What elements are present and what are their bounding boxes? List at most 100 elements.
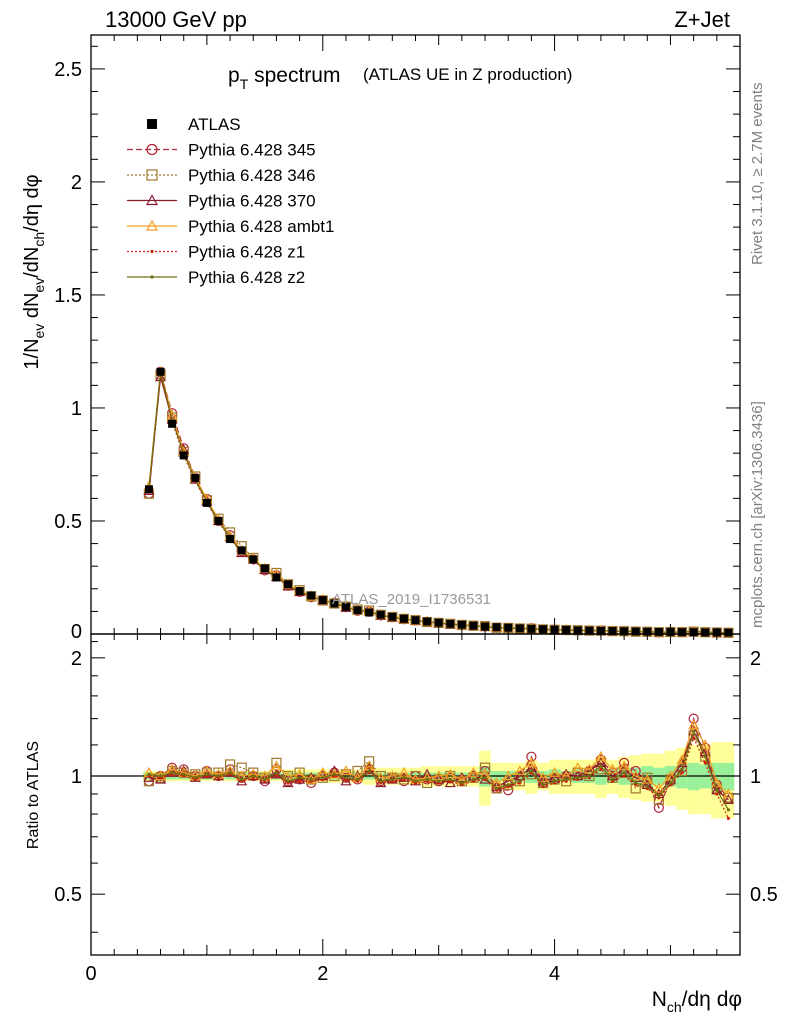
ratio-series-marker xyxy=(155,773,167,784)
ratio-series-marker xyxy=(375,777,387,788)
plot-title: pT spectrum xyxy=(228,64,340,92)
ratio-series-marker xyxy=(274,774,279,778)
ratio-series-marker xyxy=(398,771,410,782)
ratio-series-marker xyxy=(158,774,163,778)
ratio-series-marker xyxy=(155,772,166,783)
ratio-series-marker xyxy=(402,776,406,780)
series-marker xyxy=(155,371,167,382)
ratio-series-marker xyxy=(216,774,221,778)
ratio-series-marker xyxy=(298,776,302,780)
ratio-series-marker xyxy=(321,776,325,780)
data-point xyxy=(631,627,640,636)
ratio-series-marker xyxy=(182,772,186,776)
ratio-series-marker xyxy=(491,783,502,794)
ratio-series-marker xyxy=(653,802,664,813)
ratio-series-marker xyxy=(599,764,603,768)
legend-label: Pythia 6.428 345 xyxy=(188,141,316,160)
plot-subtitle: (ATLAS UE in Z production) xyxy=(363,65,572,84)
ratio-series-marker xyxy=(332,772,336,776)
legend-item-atlas: ATLAS xyxy=(147,115,241,134)
ratio-series-marker xyxy=(247,770,259,781)
data-point xyxy=(504,623,513,632)
ratio-series-marker xyxy=(205,772,209,776)
data-point xyxy=(365,608,374,617)
ratio-series-marker xyxy=(668,781,673,785)
legend-label: Pythia 6.428 ambt1 xyxy=(188,217,334,236)
data-point xyxy=(249,555,258,564)
ratio-series-marker xyxy=(228,771,232,775)
data-point xyxy=(260,564,269,573)
data-point xyxy=(330,599,339,608)
ratio-series-marker xyxy=(456,771,468,782)
y-tick-label: 2.5 xyxy=(54,59,82,81)
data-point xyxy=(399,614,408,623)
data-point xyxy=(214,516,223,525)
ratio-series-marker xyxy=(699,739,711,750)
data-point xyxy=(585,626,594,635)
data-point xyxy=(284,580,293,589)
y-tick-label: 0.5 xyxy=(54,511,82,533)
ratio-series-marker xyxy=(703,755,707,759)
legend-label: Pythia 6.428 346 xyxy=(188,166,316,185)
ratio-series-marker xyxy=(587,774,591,778)
ratio-series-marker xyxy=(518,779,522,783)
ratio-series-marker xyxy=(529,769,533,773)
data-point xyxy=(388,612,397,621)
ratio-series-marker xyxy=(467,766,479,777)
data-point xyxy=(202,498,211,507)
legend-item: Pythia 6.428 345 xyxy=(127,141,316,160)
legend-marker xyxy=(147,119,157,129)
legend-marker xyxy=(145,219,159,231)
main-ylabel: 1/Nev dNev/dNch/dη dφ xyxy=(21,174,47,369)
ratio-series-marker xyxy=(664,770,676,781)
ratio-series-line xyxy=(148,736,729,819)
ratio-series-marker xyxy=(610,777,615,782)
x-tick-label: 0 xyxy=(85,963,96,985)
ratio-series-marker xyxy=(552,779,557,783)
data-point xyxy=(608,627,617,636)
ratio-series-marker xyxy=(680,771,684,775)
ratio-series-marker xyxy=(471,777,476,782)
ratio-series-marker xyxy=(722,794,734,804)
y-tick-label: 1.5 xyxy=(54,285,82,307)
ratio-series-marker xyxy=(630,770,642,781)
data-point xyxy=(492,623,501,632)
ratio-series-marker xyxy=(271,757,282,768)
data-point xyxy=(562,625,571,634)
ratio-series-marker xyxy=(514,776,525,787)
ratio-ylabel: Ratio to ATLAS xyxy=(25,741,42,849)
ratio-series-marker xyxy=(170,771,174,775)
ratio-series-marker xyxy=(526,751,537,762)
data-point xyxy=(434,618,443,627)
ratio-series-marker xyxy=(425,777,429,782)
ratio-series-marker xyxy=(692,736,696,740)
ratio-series-marker xyxy=(495,786,499,790)
xlabel: Nch/dη dφ xyxy=(652,988,742,1015)
ratio-series-marker xyxy=(340,775,352,786)
ratio-series-marker xyxy=(286,779,290,783)
data-point xyxy=(272,573,281,582)
data-point xyxy=(341,602,350,611)
ratio-series-marker xyxy=(437,779,441,783)
mcplots-label: mcplots.cern.ch [arXiv:1306.3436] xyxy=(749,401,766,628)
data-point xyxy=(144,485,153,494)
ratio-series-marker xyxy=(583,763,595,774)
ratio-series-marker xyxy=(653,782,665,793)
ratio-series-marker xyxy=(619,757,630,768)
data-point xyxy=(156,367,165,376)
ratio-series-marker xyxy=(344,776,348,780)
legend-label: ATLAS xyxy=(188,115,241,134)
ratio-series-marker xyxy=(448,777,452,782)
legend-item: Pythia 6.428 346 xyxy=(127,166,316,185)
ratio-series-marker xyxy=(715,788,719,792)
x-tick-label: 2 xyxy=(317,963,328,985)
ratio-tick-label: 0.5 xyxy=(750,884,778,906)
ratio-series-marker xyxy=(298,779,302,783)
data-point xyxy=(678,628,687,637)
ratio-series-marker xyxy=(379,779,383,783)
ratio-series-marker xyxy=(657,794,661,798)
ratio-series-marker xyxy=(143,771,155,782)
data-point xyxy=(226,535,235,544)
ratio-series-marker xyxy=(502,770,514,781)
ratio-series-marker xyxy=(634,781,638,785)
